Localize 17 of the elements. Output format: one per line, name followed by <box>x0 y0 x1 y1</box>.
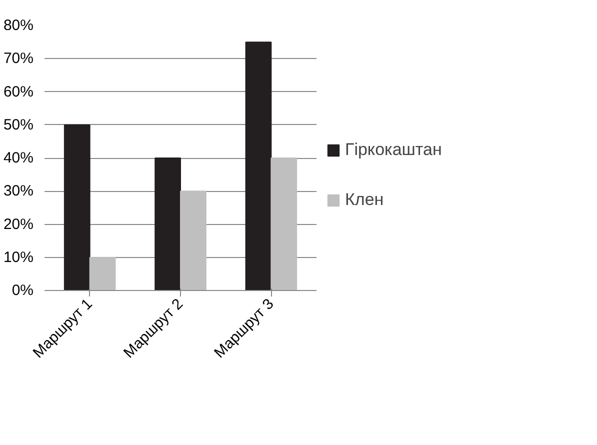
y-tick-label: 10% <box>3 248 34 266</box>
bar <box>270 158 298 290</box>
bar <box>180 190 206 290</box>
y-tick-label: 40% <box>3 150 34 166</box>
legend-label: Клен <box>345 190 384 210</box>
y-tick-label: 20% <box>3 216 34 233</box>
bar <box>64 124 90 290</box>
bar <box>89 256 116 290</box>
bar <box>245 42 272 290</box>
y-tick-label: 30% <box>3 182 34 200</box>
y-tick-label: 70% <box>3 50 34 68</box>
bar <box>154 158 181 290</box>
y-tick-label: 50% <box>3 116 34 134</box>
y-tick-label: 80% <box>3 17 34 34</box>
y-tick-label: 0% <box>12 282 34 299</box>
legend-label: Гіркокаштан <box>345 140 442 160</box>
y-tick-label: 60% <box>3 83 34 100</box>
